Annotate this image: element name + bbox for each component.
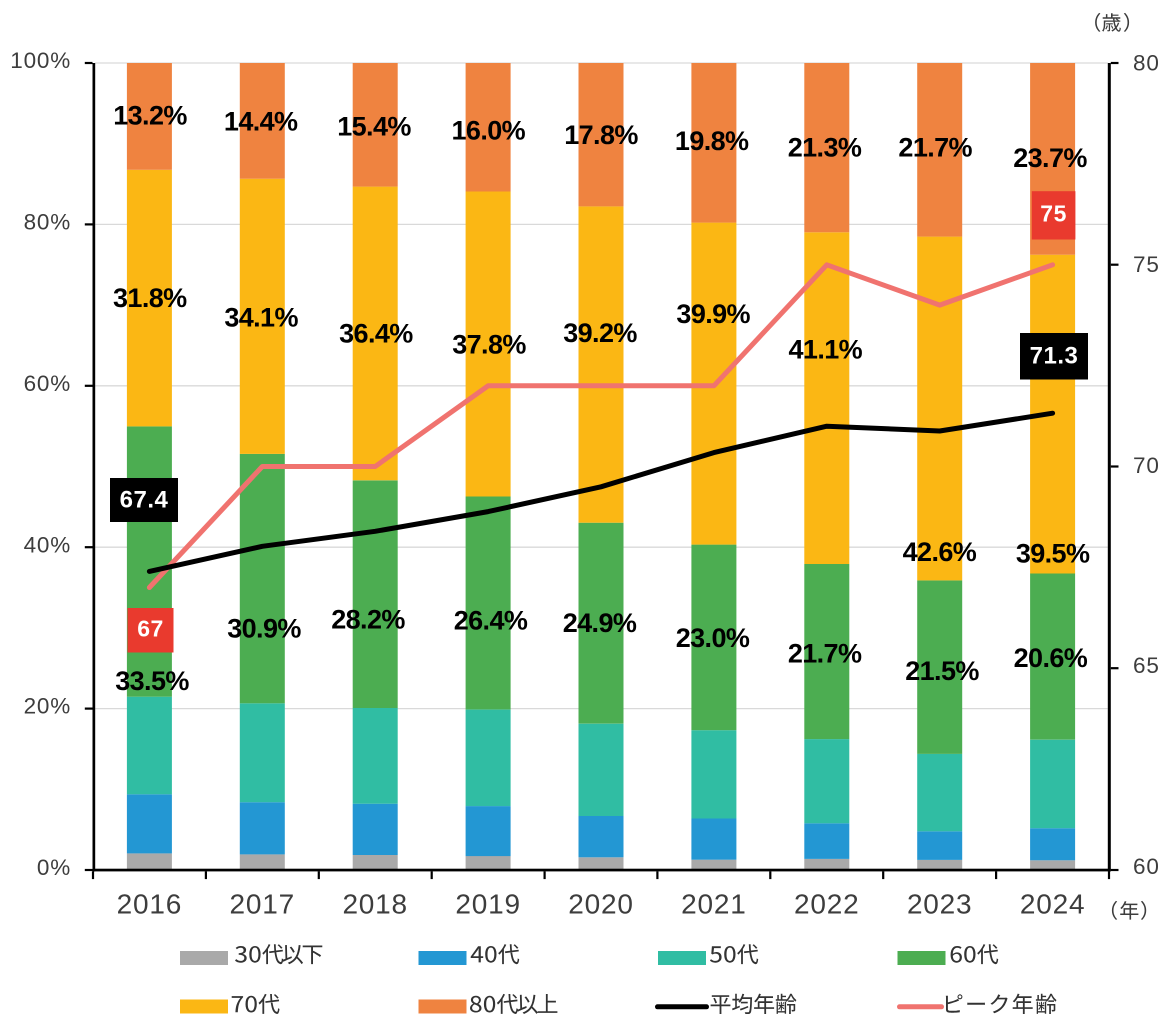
svg-text:34.1%: 34.1% — [224, 303, 298, 333]
svg-text:26.4%: 26.4% — [454, 606, 528, 636]
svg-text:14.4%: 14.4% — [224, 107, 298, 137]
svg-text:67: 67 — [137, 616, 164, 642]
svg-text:71.3: 71.3 — [1030, 343, 1079, 370]
svg-text:31.8%: 31.8% — [113, 283, 187, 313]
svg-text:0%: 0% — [37, 855, 71, 880]
svg-text:20.6%: 20.6% — [1014, 643, 1088, 673]
svg-text:39.9%: 39.9% — [676, 299, 750, 329]
svg-text:42.6%: 42.6% — [903, 537, 977, 567]
svg-text:2022: 2022 — [794, 888, 860, 919]
svg-text:21.7%: 21.7% — [788, 639, 862, 669]
svg-text:21.7%: 21.7% — [898, 133, 972, 163]
svg-text:23.0%: 23.0% — [676, 623, 750, 653]
svg-text:80%: 80% — [24, 210, 71, 235]
svg-text:16.0%: 16.0% — [452, 115, 526, 145]
svg-text:13.2%: 13.2% — [113, 101, 187, 131]
svg-text:21.3%: 21.3% — [788, 133, 862, 163]
svg-text:2021: 2021 — [681, 888, 747, 919]
svg-text:36.4%: 36.4% — [339, 319, 413, 349]
svg-text:2017: 2017 — [230, 888, 296, 919]
svg-text:24.9%: 24.9% — [563, 608, 637, 638]
svg-text:17.8%: 17.8% — [564, 120, 638, 150]
svg-text:2019: 2019 — [455, 888, 521, 919]
svg-text:39.2%: 39.2% — [563, 318, 637, 348]
svg-text:80: 80 — [1133, 51, 1160, 76]
svg-text:75: 75 — [1040, 201, 1067, 227]
svg-text:41.1%: 41.1% — [789, 335, 863, 365]
svg-text:28.2%: 28.2% — [331, 605, 405, 635]
svg-text:2024: 2024 — [1020, 888, 1086, 919]
svg-text:40%: 40% — [24, 532, 71, 557]
svg-text:2018: 2018 — [342, 888, 408, 919]
svg-text:23.7%: 23.7% — [1013, 143, 1087, 173]
svg-text:67.4: 67.4 — [120, 487, 169, 514]
svg-text:33.5%: 33.5% — [115, 666, 189, 696]
svg-text:37.8%: 37.8% — [452, 330, 526, 360]
svg-text:65: 65 — [1133, 653, 1160, 678]
svg-text:2023: 2023 — [907, 888, 973, 919]
svg-text:100%: 100% — [10, 48, 71, 73]
svg-text:20%: 20% — [24, 694, 71, 719]
svg-text:15.4%: 15.4% — [337, 111, 411, 141]
svg-text:60%: 60% — [24, 371, 71, 396]
svg-text:39.5%: 39.5% — [1016, 539, 1090, 569]
svg-text:75: 75 — [1133, 252, 1160, 277]
svg-text:30.9%: 30.9% — [227, 614, 301, 644]
svg-text:60: 60 — [1133, 854, 1160, 879]
svg-text:19.8%: 19.8% — [675, 126, 749, 156]
svg-text:2016: 2016 — [117, 888, 183, 919]
svg-text:70: 70 — [1133, 453, 1160, 478]
svg-text:2020: 2020 — [568, 888, 634, 919]
svg-text:21.5%: 21.5% — [905, 656, 979, 686]
